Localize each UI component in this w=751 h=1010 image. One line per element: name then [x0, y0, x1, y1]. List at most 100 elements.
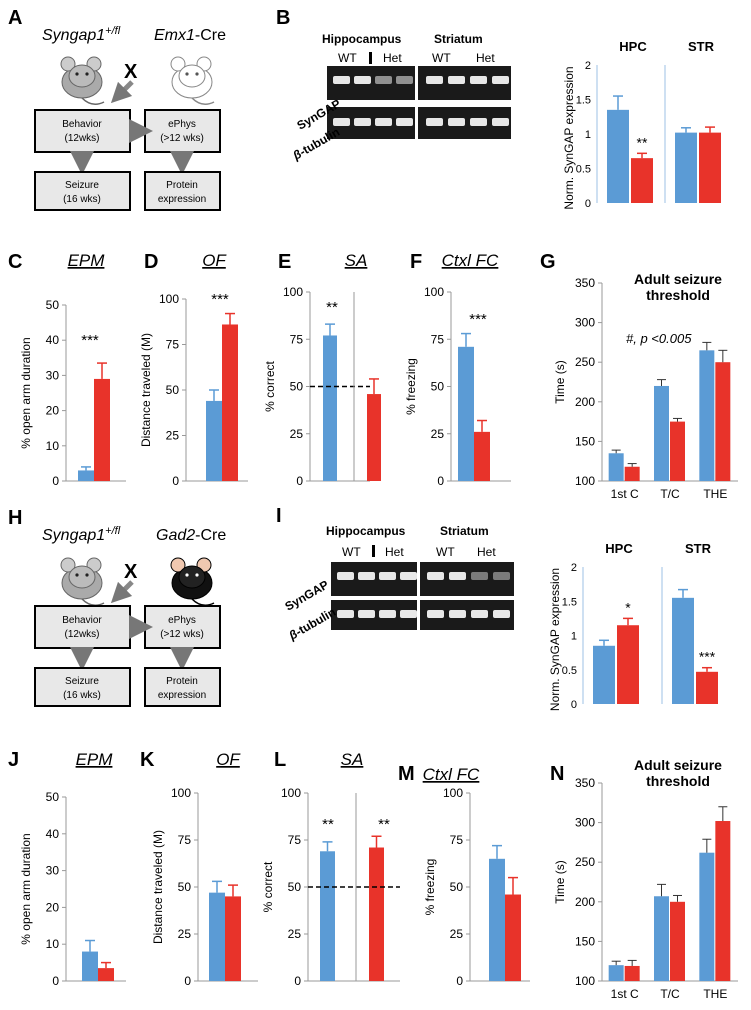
- blot-label-striatum-2: Striatum: [440, 524, 489, 538]
- y-tick-label: 2: [585, 60, 591, 72]
- ephys-line1-2: ePhys: [168, 615, 196, 626]
- panel-letter-k: K: [140, 749, 155, 771]
- y-tick-label: 100: [575, 974, 595, 988]
- behavior-box-2: [34, 605, 131, 649]
- y-tick-label: 75: [290, 332, 304, 346]
- blot-band: [493, 610, 510, 618]
- y-tick-label: 20: [46, 404, 60, 418]
- panel-letter-j: J: [8, 749, 19, 771]
- y-tick-label: 25: [290, 427, 304, 441]
- y-tick-label: 20: [46, 900, 60, 914]
- mouse-icon-grey-2: [60, 557, 105, 606]
- x-tick-label: T/C: [660, 487, 680, 501]
- protein-line2: expression: [158, 194, 206, 205]
- blot-divider-tick: [369, 52, 372, 64]
- ephys-box: [144, 109, 221, 153]
- chart-title: threshold: [646, 287, 710, 303]
- blot-band: [492, 118, 509, 126]
- significance-label: ***: [469, 311, 487, 328]
- blot-label-het-4: Het: [477, 545, 496, 559]
- bar-het: [715, 821, 731, 981]
- seizure-line2: (16 wks): [63, 194, 101, 205]
- mouse-icon-black: [170, 557, 215, 606]
- blot-label-het: Het: [383, 51, 402, 65]
- blot-label-het-2: Het: [476, 51, 495, 65]
- blot-label-het-3: Het: [385, 545, 404, 559]
- y-tick-label: 100: [424, 285, 444, 299]
- blot-band: [375, 118, 392, 126]
- y-tick-label: 40: [46, 827, 60, 841]
- protein-box: [144, 171, 221, 211]
- blot-band: [379, 610, 396, 618]
- y-tick-label: 0: [294, 974, 301, 988]
- ephys-line2-2: (>12 wks): [160, 629, 204, 640]
- panel-letter-i: I: [276, 505, 282, 527]
- blot-band: [427, 610, 444, 618]
- panel-letter-l: L: [274, 749, 286, 771]
- panel-i-blot: I Hippocampus Striatum WT Het WT Het Syn…: [276, 505, 514, 643]
- behavior-box: [34, 109, 131, 153]
- significance-label: **: [378, 816, 390, 833]
- chart-d: OF 0 25 50 75 100 Distance traveled (M) ***: [139, 251, 248, 488]
- bar-wt: [593, 645, 615, 704]
- y-tick-label: 75: [288, 833, 302, 847]
- bar-wt: [608, 965, 624, 981]
- bar-het: [631, 158, 653, 203]
- group-label: STR: [685, 541, 712, 556]
- y-tick-label: 1: [585, 129, 591, 141]
- seizure-line1-2: Seizure: [65, 676, 99, 687]
- bar-het: [696, 671, 718, 704]
- blot-label-tubulin: β-tubulin: [290, 125, 342, 163]
- blot-band: [358, 610, 375, 618]
- bar-wt: [458, 346, 474, 481]
- chart-title: EPM: [68, 251, 106, 270]
- y-tick-label: 75: [450, 833, 464, 847]
- x-tick-label: THE: [703, 487, 727, 501]
- blot-band: [354, 76, 371, 84]
- blot-gap-2: [417, 560, 420, 632]
- behavior-line1-2: Behavior: [62, 615, 102, 626]
- blot-band: [427, 572, 444, 580]
- y-tick-label: 350: [575, 276, 595, 290]
- y-tick-label: 0: [184, 974, 191, 988]
- y-tick-label: 0: [437, 474, 444, 488]
- seizure-line2-2: (16 wks): [63, 690, 101, 701]
- blot-band: [358, 572, 375, 580]
- bar-wt: [608, 453, 624, 481]
- bar-wt: [323, 335, 337, 481]
- bar-het: [369, 847, 384, 981]
- significance-label: ***: [699, 649, 716, 665]
- chart-title: Adult seizure: [634, 271, 722, 287]
- y-tick-label: 100: [443, 786, 463, 800]
- cross-arrow-2: [110, 580, 134, 604]
- blot-band: [470, 118, 487, 126]
- protein-line2-2: expression: [158, 690, 206, 701]
- chart-b: 0 0.5 1 1.5 2 Norm. SynGAP expression HPC STR **: [562, 39, 721, 210]
- y-tick-label: 0: [585, 198, 591, 210]
- y-axis-label: % freezing: [423, 859, 437, 916]
- behavior-line2: (12wks): [64, 133, 99, 144]
- ephys-line2: (>12 wks): [160, 133, 204, 144]
- chart-m: Ctxl FC 0 25 50 75 100 % freezing: [423, 765, 530, 988]
- bar-het: [617, 625, 639, 704]
- group-label: HPC: [619, 39, 647, 54]
- chart-title: Ctxl FC: [442, 251, 499, 270]
- blot-band: [492, 76, 509, 84]
- blot-band: [333, 118, 350, 126]
- bar-wt: [654, 896, 669, 981]
- bar-wt: [699, 350, 715, 481]
- cross-symbol-2: X: [124, 561, 138, 583]
- bar-het: [715, 362, 731, 481]
- blot-label-wt: WT: [338, 51, 357, 65]
- y-axis-label: Norm. SynGAP expression: [548, 568, 562, 711]
- chart-k: OF 0 25 50 75 100 Distance traveled (M): [151, 750, 258, 988]
- y-tick-label: 100: [575, 474, 595, 488]
- blot-band: [449, 610, 466, 618]
- y-tick-label: 50: [46, 298, 60, 312]
- y-tick-label: 25: [288, 927, 302, 941]
- panel-letter-c: C: [8, 251, 22, 273]
- blot-band: [448, 118, 465, 126]
- bar-het: [225, 896, 241, 981]
- blot-bands-2: [337, 572, 510, 618]
- y-tick-label: 10: [46, 937, 60, 951]
